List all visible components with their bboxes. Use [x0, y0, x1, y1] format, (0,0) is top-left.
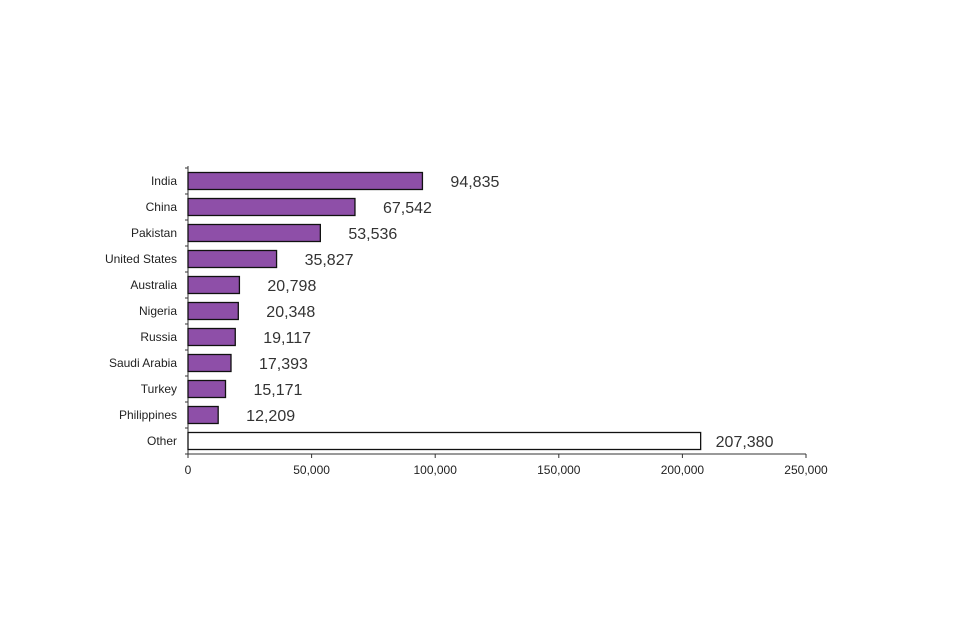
- x-tick-label: 200,000: [661, 463, 705, 477]
- category-label: China: [146, 200, 178, 214]
- data-label: 207,380: [716, 434, 774, 451]
- bar-saudi-arabia: [187, 353, 232, 373]
- category-label: Turkey: [141, 382, 177, 396]
- data-label: 35,827: [305, 252, 354, 269]
- bar-other: [187, 431, 702, 451]
- data-label: 19,117: [263, 330, 311, 347]
- category-label: India: [151, 174, 177, 188]
- category-label: Nigeria: [139, 304, 177, 318]
- bar-australia: [187, 275, 241, 295]
- x-tick-label: 50,000: [293, 463, 330, 477]
- data-label: 17,393: [259, 356, 308, 373]
- data-label: 12,209: [246, 408, 295, 425]
- bar-russia: [187, 327, 236, 347]
- bar-philippines: [187, 405, 219, 425]
- bar-pakistan: [187, 223, 321, 243]
- x-tick-label: 0: [185, 463, 192, 477]
- category-label: United States: [105, 252, 177, 266]
- data-label: 15,171: [254, 382, 303, 399]
- data-label: 67,542: [383, 200, 432, 217]
- data-label: 94,835: [450, 174, 499, 191]
- category-label: Australia: [130, 278, 177, 292]
- x-tick-label: 100,000: [414, 463, 458, 477]
- bar-india: [187, 171, 424, 191]
- bar-china: [187, 197, 356, 217]
- category-label: Philippines: [119, 408, 177, 422]
- data-label: 53,536: [348, 226, 397, 243]
- bar-turkey: [187, 379, 227, 399]
- data-label: 20,798: [267, 278, 316, 295]
- category-label: Other: [147, 434, 177, 448]
- x-tick-label: 150,000: [537, 463, 581, 477]
- x-tick-label: 250,000: [784, 463, 828, 477]
- data-label: 20,348: [266, 304, 315, 321]
- bar-nigeria: [187, 301, 239, 321]
- category-label: Saudi Arabia: [109, 356, 177, 370]
- bar-united-states: [187, 249, 278, 269]
- category-label: Russia: [140, 330, 177, 344]
- category-label: Pakistan: [131, 226, 177, 240]
